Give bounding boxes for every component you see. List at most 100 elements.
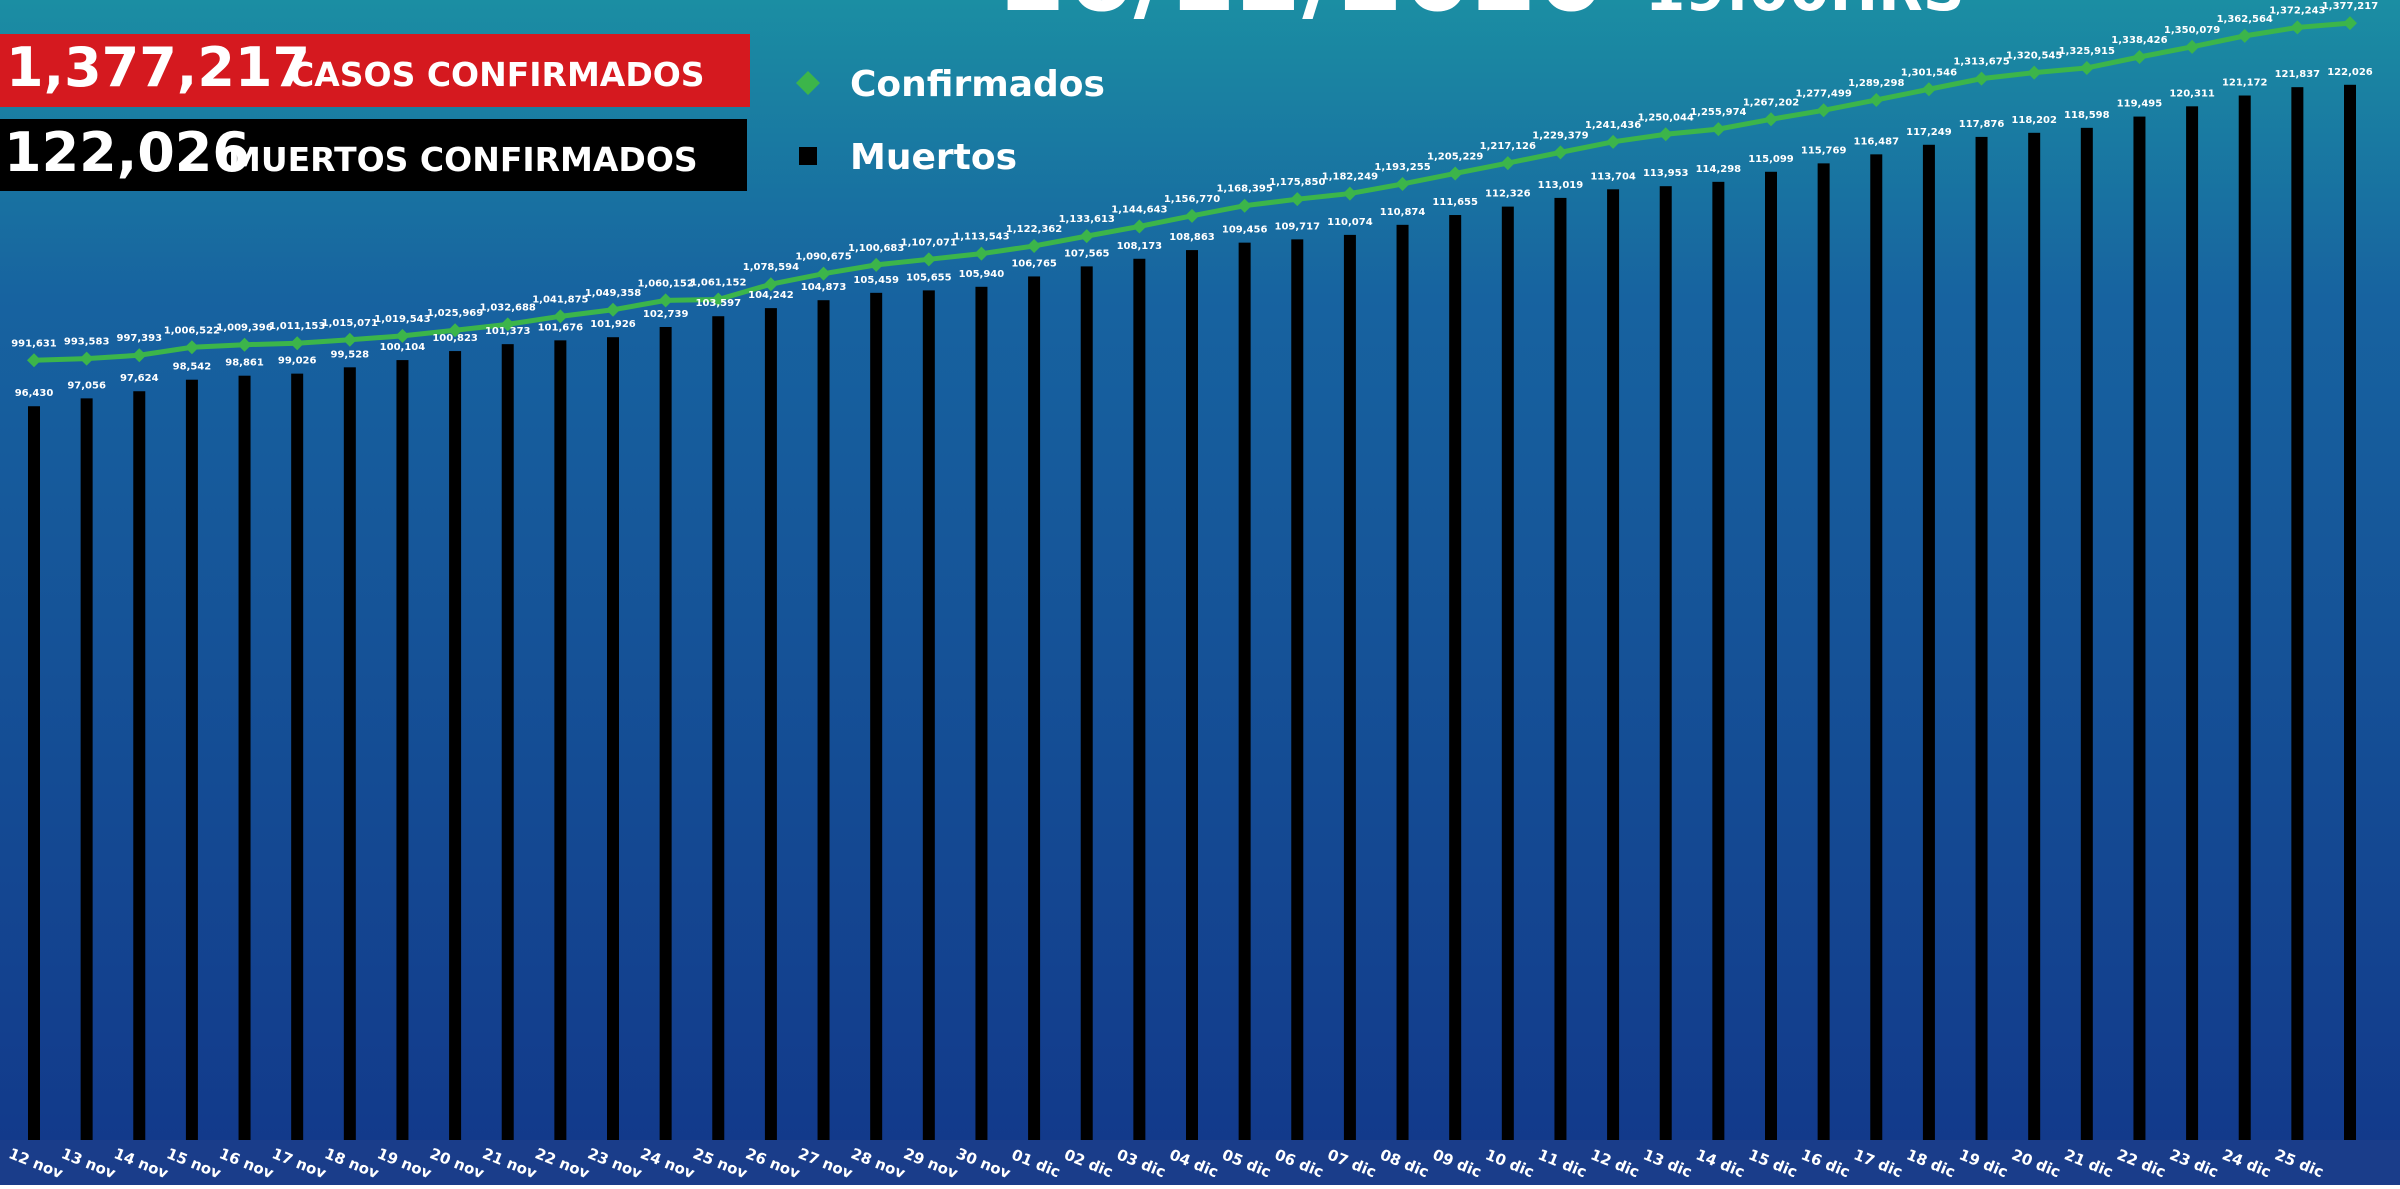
confirmed-value-label: 1,144,643: [1111, 204, 1167, 215]
confirmed-marker: [184, 340, 199, 355]
cases-box: [0, 34, 750, 107]
confirmed-marker: [1606, 134, 1621, 149]
confirmed-marker: [2027, 65, 2042, 80]
confirmed-value-label: 1,049,358: [585, 288, 641, 299]
death-bar: [28, 406, 40, 1140]
confirmed-value-label: 1,250,044: [1638, 112, 1694, 123]
confirmed-marker: [711, 292, 726, 307]
death-bar: [2186, 106, 2199, 1140]
confirmed-value-label: 1,009,396: [216, 323, 272, 334]
death-value-label: 116,487: [1853, 136, 1899, 147]
death-bar: [1975, 136, 1988, 1140]
death-value-label: 99,528: [331, 349, 370, 360]
death-bar: [1396, 224, 1409, 1140]
death-bar: [1501, 206, 1514, 1141]
death-bar: [449, 351, 462, 1140]
confirmed-marker: [1185, 208, 1199, 223]
death-value-label: 122,026: [2327, 67, 2373, 78]
death-bar: [922, 290, 935, 1141]
death-value-label: 101,373: [485, 326, 531, 337]
death-bar: [712, 316, 725, 1140]
confirmed-value-label: 1,313,675: [1953, 57, 2009, 68]
death-value-label: 106,765: [1011, 258, 1057, 269]
confirmed-marker: [1079, 229, 1094, 244]
confirmed-value-label: 1,078,594: [743, 262, 799, 273]
cases-number: 1,377,217: [6, 36, 310, 99]
death-value-label: 110,074: [1327, 217, 1373, 228]
legend-marker: [796, 71, 820, 95]
death-bar: [870, 292, 883, 1140]
death-value-label: 109,717: [1274, 221, 1320, 232]
confirmed-value-label: 1,229,379: [1532, 130, 1588, 141]
death-bar: [1659, 186, 1672, 1140]
death-value-label: 99,026: [278, 356, 317, 367]
death-bar: [2344, 84, 2356, 1140]
confirmed-marker: [500, 317, 515, 332]
time: 19:00HRS: [1645, 0, 1965, 24]
confirmed-marker: [132, 348, 147, 363]
death-value-label: 100,823: [432, 333, 478, 344]
confirmed-marker: [1395, 176, 1410, 191]
confirmed-marker: [1290, 192, 1305, 207]
confirmed-value-label: 1,100,683: [848, 243, 904, 254]
confirmed-value-label: 1,019,543: [374, 314, 430, 325]
death-bar: [1712, 181, 1725, 1141]
death-bar: [1922, 144, 1935, 1140]
death-bar: [1765, 171, 1777, 1140]
death-value-label: 97,056: [67, 380, 106, 391]
confirmed-marker: [1764, 112, 1778, 127]
confirmed-value-label: 1,006,522: [164, 325, 220, 336]
confirmed-value-label: 1,320,545: [2006, 51, 2062, 62]
death-value-label: 109,456: [1222, 225, 1268, 236]
confirmed-marker: [869, 257, 884, 272]
confirmed-value-label: 1,011,153: [269, 321, 325, 332]
death-bar: [1291, 239, 1304, 1140]
death-bar: [1080, 266, 1093, 1140]
death-value-label: 121,837: [2275, 69, 2321, 80]
death-bar: [185, 379, 198, 1141]
death-bar: [396, 360, 409, 1140]
confirmed-value-label: 1,168,395: [1216, 184, 1272, 195]
confirmed-marker: [1921, 82, 1936, 97]
confirmed-value-label: 1,277,499: [1795, 88, 1851, 99]
confirmed-value-label: 1,156,770: [1164, 194, 1220, 205]
death-value-label: 105,940: [959, 269, 1005, 280]
death-bar: [1186, 250, 1198, 1141]
confirmed-value-label: 1,032,688: [480, 302, 536, 313]
death-value-label: 113,704: [1590, 171, 1636, 182]
death-bar: [133, 391, 146, 1140]
confirmed-marker: [342, 332, 357, 347]
confirmed-value-label: 991,631: [11, 338, 57, 349]
confirmed-value-label: 1,301,546: [1901, 67, 1957, 78]
death-value-label: 104,242: [748, 290, 794, 301]
death-value-label: 97,624: [120, 373, 159, 384]
confirmed-marker: [1974, 71, 1989, 86]
confirmed-marker: [2185, 39, 2200, 54]
death-bar: [1870, 154, 1883, 1140]
confirmed-marker: [79, 351, 94, 366]
death-value-label: 105,459: [853, 275, 899, 286]
death-bar: [291, 373, 304, 1141]
death-value-label: 119,495: [2117, 99, 2163, 110]
deaths-number: 122,026: [4, 121, 250, 184]
confirmed-marker: [1869, 92, 1884, 107]
confirmed-value-label: 1,025,969: [427, 308, 483, 319]
death-value-label: 118,598: [2064, 110, 2110, 121]
death-bar: [1607, 189, 1620, 1141]
cases-text: CASOS CONFIRMADOS: [290, 55, 705, 94]
confirmed-marker: [1342, 186, 1357, 201]
death-bar: [2133, 116, 2146, 1141]
confirmed-value-label: 1,113,543: [953, 232, 1009, 243]
confirmed-marker: [27, 353, 41, 368]
death-bar: [1449, 215, 1462, 1141]
confirmed-marker: [2290, 20, 2305, 35]
death-bar: [975, 286, 988, 1140]
confirmed-value-label: 1,107,071: [901, 237, 957, 248]
confirmed-marker: [1553, 145, 1568, 160]
death-value-label: 96,430: [15, 388, 54, 399]
confirmed-value-label: 1,255,974: [1690, 107, 1746, 118]
confirmed-value-label: 1,090,675: [795, 252, 851, 263]
confirmed-marker: [921, 252, 936, 267]
confirmed-value-label: 993,583: [64, 337, 110, 348]
